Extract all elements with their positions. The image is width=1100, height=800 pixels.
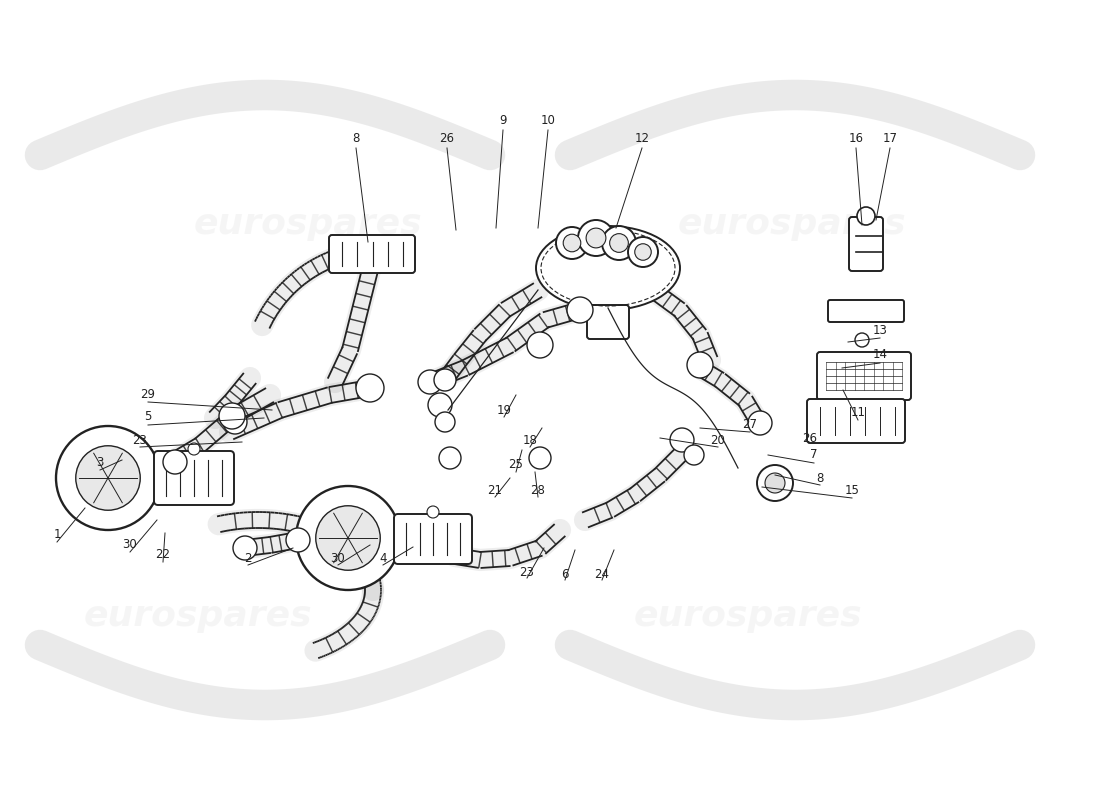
FancyBboxPatch shape: [807, 399, 905, 443]
FancyBboxPatch shape: [587, 305, 629, 339]
Text: 12: 12: [635, 131, 649, 145]
Text: 29: 29: [141, 389, 155, 402]
FancyBboxPatch shape: [849, 217, 883, 271]
Circle shape: [188, 443, 200, 455]
Text: 17: 17: [882, 131, 898, 145]
Circle shape: [628, 237, 658, 267]
Text: 25: 25: [508, 458, 524, 471]
FancyBboxPatch shape: [329, 235, 415, 273]
Circle shape: [427, 506, 439, 518]
Text: 14: 14: [872, 349, 888, 362]
Circle shape: [434, 412, 455, 432]
Text: 16: 16: [848, 131, 864, 145]
Text: eurospares: eurospares: [84, 599, 312, 633]
Text: 4: 4: [379, 551, 387, 565]
Circle shape: [434, 370, 455, 390]
Circle shape: [556, 227, 588, 259]
FancyBboxPatch shape: [817, 352, 911, 400]
FancyBboxPatch shape: [154, 451, 234, 505]
Text: 11: 11: [850, 406, 866, 418]
Circle shape: [163, 450, 187, 474]
Circle shape: [316, 506, 381, 570]
Circle shape: [434, 369, 456, 391]
Text: 6: 6: [561, 567, 569, 581]
Text: 22: 22: [155, 549, 170, 562]
Text: 27: 27: [742, 418, 758, 431]
Text: 30: 30: [122, 538, 138, 551]
Text: 18: 18: [522, 434, 538, 446]
Text: 5: 5: [144, 410, 152, 423]
Text: 9: 9: [499, 114, 507, 126]
Text: 2: 2: [244, 551, 252, 565]
Text: 13: 13: [872, 323, 888, 337]
Circle shape: [223, 410, 248, 434]
Circle shape: [356, 374, 384, 402]
Text: eurospares: eurospares: [634, 599, 862, 633]
Text: eurospares: eurospares: [678, 207, 906, 241]
Circle shape: [609, 234, 628, 252]
Text: 20: 20: [711, 434, 725, 446]
Text: 10: 10: [540, 114, 556, 126]
Text: 30: 30: [331, 551, 345, 565]
Circle shape: [855, 333, 869, 347]
Circle shape: [233, 536, 257, 560]
Text: 1: 1: [53, 529, 60, 542]
Text: 7: 7: [811, 449, 817, 462]
Circle shape: [76, 446, 140, 510]
Text: 8: 8: [816, 471, 824, 485]
Text: 19: 19: [496, 403, 512, 417]
Circle shape: [296, 486, 400, 590]
Text: 8: 8: [352, 131, 360, 145]
Circle shape: [602, 226, 636, 260]
Circle shape: [857, 207, 874, 225]
Circle shape: [563, 234, 581, 252]
Text: 23: 23: [519, 566, 535, 578]
Circle shape: [428, 393, 452, 417]
Text: 26: 26: [803, 431, 817, 445]
Ellipse shape: [536, 226, 680, 310]
Text: 26: 26: [440, 131, 454, 145]
FancyBboxPatch shape: [394, 514, 472, 564]
Circle shape: [764, 473, 785, 493]
Circle shape: [219, 403, 245, 429]
Circle shape: [748, 411, 772, 435]
FancyBboxPatch shape: [828, 300, 904, 322]
Circle shape: [688, 352, 713, 378]
Text: 21: 21: [487, 483, 503, 497]
Circle shape: [670, 428, 694, 452]
Circle shape: [684, 445, 704, 465]
Circle shape: [527, 332, 553, 358]
Circle shape: [757, 465, 793, 501]
Circle shape: [586, 228, 606, 248]
Circle shape: [286, 528, 310, 552]
Text: eurospares: eurospares: [194, 207, 422, 241]
Circle shape: [418, 370, 442, 394]
Circle shape: [578, 220, 614, 256]
Text: 24: 24: [594, 567, 609, 581]
Text: 3: 3: [97, 457, 103, 470]
Circle shape: [439, 447, 461, 469]
Circle shape: [566, 297, 593, 323]
Circle shape: [635, 244, 651, 260]
Text: 28: 28: [530, 483, 546, 497]
Circle shape: [56, 426, 160, 530]
Circle shape: [529, 447, 551, 469]
Text: 23: 23: [133, 434, 147, 446]
Text: 15: 15: [845, 483, 859, 497]
